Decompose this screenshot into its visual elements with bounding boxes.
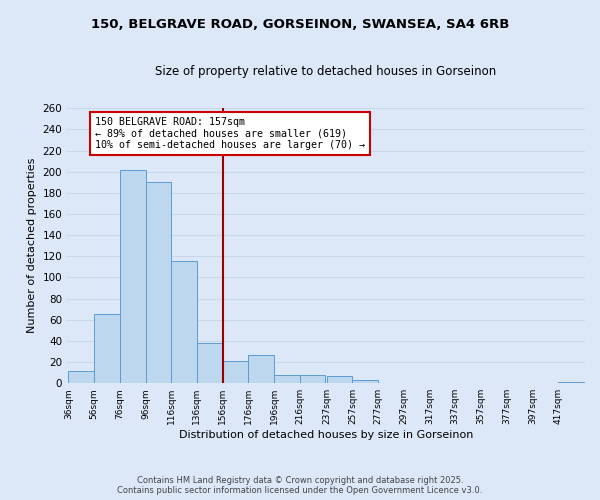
Bar: [327, 376, 352, 383]
Bar: [68, 370, 94, 383]
Y-axis label: Number of detached properties: Number of detached properties: [27, 158, 37, 334]
Bar: [146, 182, 171, 383]
Text: 150, BELGRAVE ROAD, GORSEINON, SWANSEA, SA4 6RB: 150, BELGRAVE ROAD, GORSEINON, SWANSEA, …: [91, 18, 509, 30]
Bar: [558, 382, 584, 383]
Bar: [352, 380, 378, 383]
Title: Size of property relative to detached houses in Gorseinon: Size of property relative to detached ho…: [155, 65, 497, 78]
Text: Contains HM Land Registry data © Crown copyright and database right 2025.
Contai: Contains HM Land Registry data © Crown c…: [118, 476, 482, 495]
Bar: [300, 375, 325, 383]
Bar: [274, 375, 300, 383]
Bar: [171, 260, 197, 383]
Bar: [120, 170, 146, 383]
Bar: [197, 343, 223, 383]
Bar: [94, 314, 120, 383]
Bar: [223, 361, 248, 383]
Text: 150 BELGRAVE ROAD: 157sqm
← 89% of detached houses are smaller (619)
10% of semi: 150 BELGRAVE ROAD: 157sqm ← 89% of detac…: [95, 117, 365, 150]
X-axis label: Distribution of detached houses by size in Gorseinon: Distribution of detached houses by size …: [179, 430, 473, 440]
Bar: [248, 354, 274, 383]
